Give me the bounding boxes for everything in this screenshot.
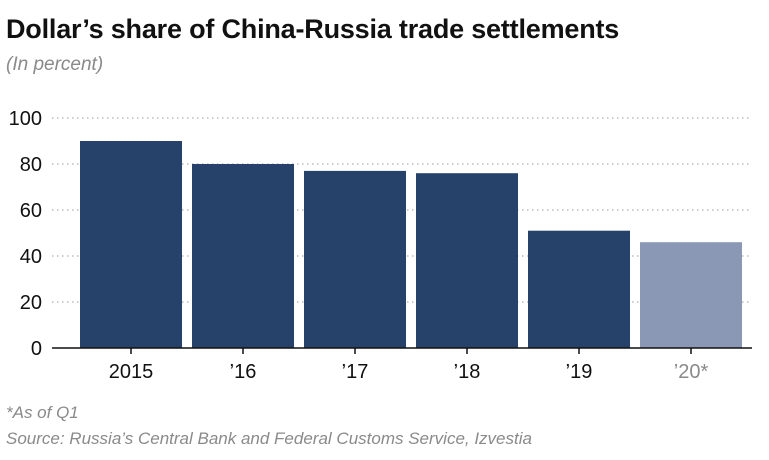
bar-2 xyxy=(304,170,406,348)
bar-3 xyxy=(416,173,518,348)
chart-subtitle: (In percent) xyxy=(6,54,104,75)
bar-0 xyxy=(80,141,182,348)
x-tick-label: 2015 xyxy=(109,361,154,383)
bar-1 xyxy=(192,164,294,348)
y-tick-label: 60 xyxy=(20,200,42,222)
x-tick-label: ’16 xyxy=(230,361,257,383)
bar-chart: 0 20 40 60 80 100 2015 ’16 ’17 ’18 ’19 ’20* xyxy=(9,108,752,383)
chart-title: Dollar’s share of China-Russia trade set… xyxy=(6,14,620,44)
y-tick-label: 80 xyxy=(20,154,42,176)
y-tick-label: 40 xyxy=(20,246,42,268)
x-tick-label: ’17 xyxy=(342,361,369,383)
chart-source: Source: Russia’s Central Bank and Federa… xyxy=(6,429,532,448)
y-tick-label: 20 xyxy=(20,292,42,314)
x-tick-label: ’19 xyxy=(566,361,593,383)
x-tick-label: ’20* xyxy=(674,361,709,383)
x-tick-label: ’18 xyxy=(454,361,481,383)
chart-footnote: *As of Q1 xyxy=(6,403,79,422)
bar-5 xyxy=(640,242,742,348)
bar-4 xyxy=(528,230,630,348)
y-tick-label: 100 xyxy=(9,108,42,130)
y-tick-label: 0 xyxy=(31,338,42,360)
